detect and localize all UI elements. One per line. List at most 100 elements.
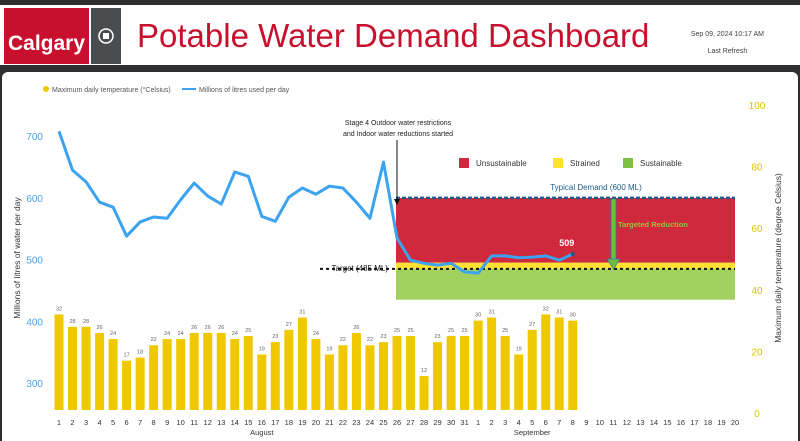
temperature-bar <box>68 326 78 410</box>
temperature-label: 25 <box>394 328 400 334</box>
y-right-tick: 60 <box>751 224 763 235</box>
month-label-august: August <box>250 428 274 437</box>
temperature-bar <box>527 329 537 410</box>
x-tick: 16 <box>258 418 266 427</box>
temperature-bar <box>122 360 132 410</box>
typical-demand-label: Typical Demand (600 ML) <box>550 183 642 192</box>
x-tick: 17 <box>271 418 279 427</box>
temperature-bar <box>500 336 510 410</box>
x-tick: 21 <box>325 418 333 427</box>
restriction-annotation: Stage 4 Outdoor water restrictions <box>345 120 452 127</box>
y-left-tick: 400 <box>26 317 43 328</box>
x-tick: 2 <box>490 418 494 427</box>
y-left-tick: 500 <box>26 256 43 267</box>
timestamp: Sep 09, 2024 10:17 AM <box>690 31 764 38</box>
x-tick: 1 <box>476 418 480 427</box>
x-tick: 1 <box>57 418 61 427</box>
unsustainable-band <box>396 197 735 263</box>
x-tick: 4 <box>517 418 521 427</box>
temperature-label: 25 <box>462 328 468 334</box>
temperature-label: 17 <box>124 353 130 359</box>
temperature-bar <box>487 317 497 410</box>
temperature-label: 19 <box>259 346 265 352</box>
temperature-bar <box>419 376 429 410</box>
x-tick: 15 <box>663 418 671 427</box>
water-use-line <box>57 130 574 275</box>
temperature-label: 23 <box>434 334 440 340</box>
temperature-bar <box>365 345 375 410</box>
annotation-arrow-head-icon <box>394 199 400 205</box>
temperature-label: 28 <box>69 319 75 325</box>
last-value-marker <box>570 252 575 257</box>
x-tick: 10 <box>596 418 604 427</box>
x-tick: 19 <box>717 418 725 427</box>
temperature-label: 23 <box>380 334 386 340</box>
logo-text: Calgary <box>7 32 86 55</box>
band-legend-swatch <box>553 158 563 168</box>
last-value-label: 509 <box>559 238 574 248</box>
temperature-bar <box>95 332 105 410</box>
temperature-label: 25 <box>502 328 508 334</box>
x-tick: 7 <box>557 418 561 427</box>
month-label-september: September <box>514 428 551 437</box>
temperature-label: 28 <box>83 319 89 325</box>
x-tick: 2 <box>70 418 74 427</box>
temperature-bar <box>338 345 348 410</box>
x-tick: 8 <box>152 418 156 427</box>
x-tick: 5 <box>530 418 534 427</box>
temperature-bar <box>351 332 361 410</box>
x-tick: 12 <box>623 418 631 427</box>
temperature-label: 24 <box>232 331 238 337</box>
arrow-head-icon <box>606 258 621 270</box>
page-title: Potable Water Demand Dashboard <box>137 17 650 54</box>
temperature-label: 24 <box>110 331 116 337</box>
temperature-bar <box>149 345 159 410</box>
x-tick: 6 <box>125 418 129 427</box>
temperature-label: 23 <box>272 334 278 340</box>
temperature-label: 25 <box>245 328 251 334</box>
temperature-bar <box>162 339 172 410</box>
temperature-bar <box>311 339 321 410</box>
temperature-label: 31 <box>299 310 305 316</box>
y-left-tick: 600 <box>26 194 43 205</box>
temperature-bar <box>392 336 402 410</box>
temperature-bar <box>284 329 294 410</box>
temperature-label: 25 <box>448 328 454 334</box>
y-right-tick: 20 <box>751 347 763 358</box>
x-tick: 7 <box>138 418 142 427</box>
x-tick: 12 <box>204 418 212 427</box>
temperature-label: 24 <box>164 331 170 337</box>
temperature-label: 32 <box>56 306 62 312</box>
x-tick: 20 <box>731 418 739 427</box>
temperature-bar <box>460 336 470 410</box>
band-legend-swatch <box>459 158 469 168</box>
last-refresh-label: Last Refresh <box>707 48 748 55</box>
temperature-label: 19 <box>516 346 522 352</box>
x-tick: 26 <box>393 418 401 427</box>
temperature-bar <box>54 314 64 410</box>
temperature-label: 31 <box>489 310 495 316</box>
x-tick: 11 <box>609 418 617 427</box>
temperature-bar <box>203 332 213 410</box>
temperature-label: 30 <box>475 313 481 319</box>
temperature-bar <box>541 314 551 410</box>
strained-band <box>396 262 735 269</box>
temperature-label: 24 <box>178 331 184 337</box>
temperature-label: 12 <box>421 368 427 374</box>
temperature-bar <box>135 357 145 410</box>
temperature-bar <box>406 336 416 410</box>
temperature-bar <box>324 354 334 410</box>
x-tick: 13 <box>217 418 225 427</box>
crest-icon <box>91 8 121 64</box>
temperature-bar <box>433 342 443 410</box>
x-tick: 5 <box>111 418 115 427</box>
x-tick: 20 <box>312 418 320 427</box>
x-tick: 6 <box>544 418 548 427</box>
temperature-label: 25 <box>407 328 413 334</box>
temperature-label: 26 <box>205 325 211 331</box>
x-tick: 29 <box>433 418 441 427</box>
temperature-label: 22 <box>367 337 373 343</box>
x-tick: 18 <box>704 418 712 427</box>
temperature-label: 22 <box>340 337 346 343</box>
temperature-bar <box>473 320 483 410</box>
